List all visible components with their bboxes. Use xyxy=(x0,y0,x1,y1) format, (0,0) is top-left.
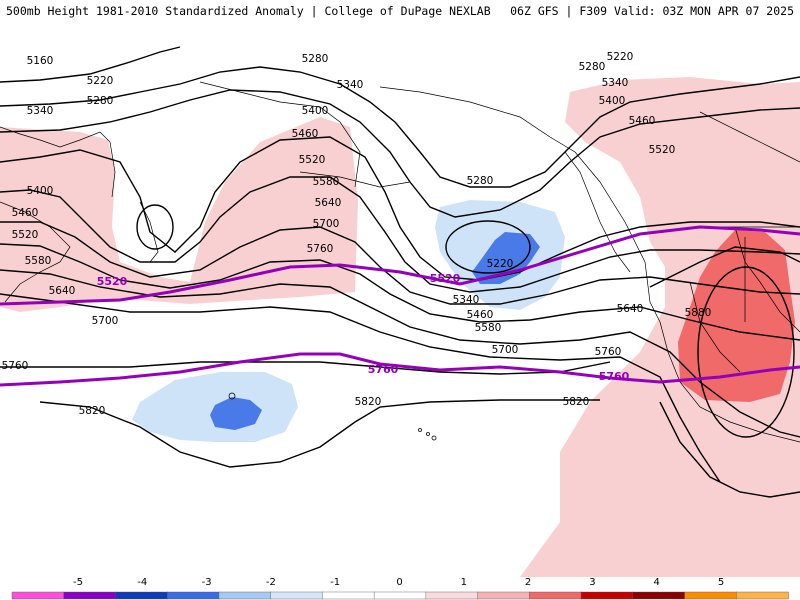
model-run-info: 06Z GFS | F309 Valid: 03Z MON APR 07 202… xyxy=(510,4,794,18)
height-contour-label: 5340 xyxy=(337,79,364,91)
height-contour-label: 5340 xyxy=(27,105,54,117)
height-contour-label: 5280 xyxy=(302,53,329,65)
colorbar-segment xyxy=(63,591,117,600)
anomaly-colorbar: -5 -4 -3 -2 -1 0 1 2 3 4 5 xyxy=(11,577,789,600)
colorbar-tick-label: -5 xyxy=(73,577,83,588)
height-contour-label: 5400 xyxy=(302,105,329,117)
height-contour-label: 5700 xyxy=(92,315,119,327)
height-contour-label: 5460 xyxy=(292,128,319,140)
highlight-contour-label: 5520 xyxy=(430,272,461,285)
height-contour-label: 5880 xyxy=(685,307,712,319)
colorbar-tick-label: 0 xyxy=(396,577,402,588)
colorbar-tick-labels: -5 -4 -3 -2 -1 0 1 2 3 4 5 xyxy=(73,577,724,588)
height-contour-label: 5520 xyxy=(649,144,676,156)
height-contour-label: 5400 xyxy=(27,185,54,197)
height-contour-label: 5580 xyxy=(475,322,502,334)
height-contour-label: 5340 xyxy=(602,77,629,89)
height-anomaly-map: 5160522052805340540054605520558056405700… xyxy=(0,46,800,577)
colorbar-segment xyxy=(373,591,427,600)
height-contour-labels: 5160522052805340540054605520558056405700… xyxy=(2,51,712,417)
anomaly-shading xyxy=(0,77,800,577)
height-contour-label: 5460 xyxy=(12,207,39,219)
colorbar-segment xyxy=(580,591,634,600)
strong-positive-anomaly xyxy=(678,230,795,402)
height-contour-label: 5820 xyxy=(563,396,590,408)
height-contour-label: 5160 xyxy=(27,55,54,67)
height-contour-label: 5760 xyxy=(595,346,622,358)
colorbar-segment xyxy=(115,591,168,600)
highlight-contours xyxy=(0,225,800,387)
colorbar-segment xyxy=(684,591,737,600)
height-contour-label: 5640 xyxy=(315,197,342,209)
height-contour-label: 5280 xyxy=(467,175,494,187)
height-contour-label: 5820 xyxy=(355,396,382,408)
colorbar-segments xyxy=(11,591,789,600)
map-title: 500mb Height 1981-2010 Standardized Anom… xyxy=(6,4,491,18)
height-contour-label: 5820 xyxy=(79,405,106,417)
colorbar-tick-label: -3 xyxy=(202,577,212,588)
colorbar-tick-label: -4 xyxy=(137,577,147,588)
colorbar-segment xyxy=(270,591,324,600)
colorbar-tick-label: 3 xyxy=(589,577,595,588)
height-contour-label: 5640 xyxy=(49,285,76,297)
height-contour-label: 5220 xyxy=(87,75,114,87)
height-contour-label: 5220 xyxy=(487,258,514,270)
highlight-contour-label: 5520 xyxy=(97,275,128,288)
colorbar-tick-label: 2 xyxy=(525,577,531,588)
height-contour-label: 5520 xyxy=(12,229,39,241)
height-contour-label: 5460 xyxy=(467,309,494,321)
height-contour-label: 5760 xyxy=(2,360,29,372)
height-contour-label: 5280 xyxy=(579,61,606,73)
positive-anomaly-east xyxy=(520,77,800,577)
height-contour-label: 5340 xyxy=(453,294,480,306)
colorbar-segment xyxy=(736,591,789,600)
height-contour-label: 5460 xyxy=(629,115,656,127)
height-contour-label: 5400 xyxy=(599,95,626,107)
colorbar-segment xyxy=(218,591,272,600)
height-contour-label: 5280 xyxy=(87,95,114,107)
height-contours xyxy=(0,46,800,498)
strong-negative-anomaly-gulf xyxy=(472,232,540,284)
colorbar-tick-label: 5 xyxy=(718,577,724,588)
strong-negative-anomaly-central xyxy=(210,397,262,430)
height-contour-label: 5700 xyxy=(313,218,340,230)
colorbar-segment xyxy=(166,591,220,600)
colorbar-segment xyxy=(11,591,65,600)
colorbar-segment xyxy=(529,591,582,600)
islands xyxy=(228,392,437,441)
height-contour-label: 5640 xyxy=(617,303,644,315)
colorbar-segment xyxy=(632,591,686,600)
highlight-contour-labels: 5520 5520 5760 5760 xyxy=(97,272,630,383)
colorbar-tick-label: 4 xyxy=(654,577,660,588)
colorbar-tick-label: -2 xyxy=(266,577,276,588)
colorbar-tick-label: 1 xyxy=(461,577,467,588)
height-contour-label: 5700 xyxy=(492,344,519,356)
colorbar-segment xyxy=(322,591,375,600)
positive-anomaly-west xyxy=(0,117,358,312)
height-contour-label: 5760 xyxy=(307,243,334,255)
highlight-contour-label: 5760 xyxy=(599,370,630,383)
highlight-contour-label: 5760 xyxy=(368,363,399,376)
colorbar-tick-label: -1 xyxy=(330,577,340,588)
height-contour-label: 5580 xyxy=(25,255,52,267)
colorbar-segment xyxy=(477,591,531,600)
height-contour-label: 5220 xyxy=(607,51,634,63)
height-contour-label: 5520 xyxy=(299,154,326,166)
height-contour-label: 5580 xyxy=(313,176,340,188)
colorbar-segment xyxy=(425,591,479,600)
